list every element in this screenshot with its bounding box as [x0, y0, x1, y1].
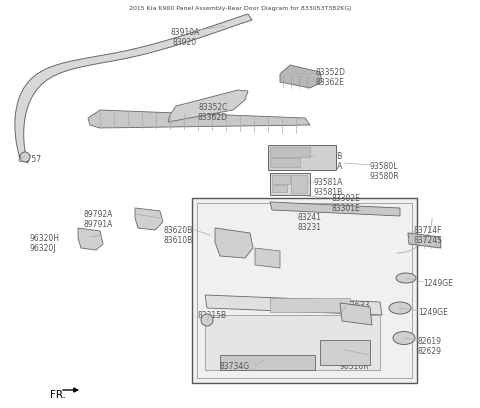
Bar: [205, 315, 380, 370]
Text: 96310L
96310R: 96310L 96310R: [340, 352, 370, 371]
Bar: [205, 315, 380, 370]
Circle shape: [201, 314, 213, 326]
Text: 93582B
93582A: 93582B 93582A: [314, 152, 343, 171]
Text: 93633
93643: 93633 93643: [346, 301, 371, 320]
Text: 82315B: 82315B: [197, 311, 226, 320]
Bar: [320, 340, 370, 365]
Ellipse shape: [393, 331, 415, 344]
Text: 83734G: 83734G: [220, 362, 250, 371]
Polygon shape: [408, 233, 441, 248]
Bar: [270, 158, 300, 167]
Text: 83352D
83362E: 83352D 83362E: [315, 68, 345, 87]
Text: 83241
83231: 83241 83231: [298, 213, 322, 233]
Bar: [197, 203, 412, 378]
Polygon shape: [270, 202, 400, 216]
Polygon shape: [340, 303, 372, 325]
Text: 83352C
83362D: 83352C 83362D: [198, 103, 228, 122]
Text: 2015 Kia K900 Panel Assembly-Rear Door Diagram for 833053T382KGJ: 2015 Kia K900 Panel Assembly-Rear Door D…: [129, 6, 351, 11]
Polygon shape: [78, 228, 103, 250]
Polygon shape: [15, 14, 252, 163]
Text: 1249GE: 1249GE: [423, 279, 453, 288]
Text: 93581A
93581B: 93581A 93581B: [314, 178, 343, 197]
Polygon shape: [88, 110, 310, 128]
Ellipse shape: [389, 302, 411, 314]
Bar: [272, 185, 287, 192]
Bar: [270, 173, 310, 195]
Polygon shape: [255, 248, 280, 268]
Bar: [272, 175, 290, 184]
Text: FR.: FR.: [50, 390, 66, 400]
Bar: [270, 147, 310, 157]
Polygon shape: [168, 90, 248, 122]
Bar: [268, 145, 336, 170]
Text: 89792A
89791A: 89792A 89791A: [84, 210, 113, 229]
Polygon shape: [280, 65, 322, 88]
Text: 83714F
83724S: 83714F 83724S: [413, 226, 442, 245]
Text: 82619
82629: 82619 82629: [418, 337, 442, 357]
Bar: [291, 175, 307, 193]
Bar: [192, 198, 417, 383]
Ellipse shape: [396, 273, 416, 283]
Polygon shape: [135, 208, 163, 230]
Polygon shape: [205, 295, 382, 315]
Bar: [220, 355, 315, 370]
Bar: [270, 298, 350, 312]
Text: 83910A
83920: 83910A 83920: [170, 28, 200, 47]
Text: 93580L
93580R: 93580L 93580R: [370, 162, 400, 182]
Polygon shape: [215, 228, 253, 258]
Circle shape: [20, 152, 30, 162]
Text: 81757: 81757: [17, 155, 41, 164]
Text: 83302E
83301E: 83302E 83301E: [332, 194, 361, 213]
Text: 96320H
96320J: 96320H 96320J: [30, 234, 60, 253]
Text: 1249GE: 1249GE: [418, 308, 448, 317]
Text: 83620B
83610B: 83620B 83610B: [163, 226, 192, 245]
